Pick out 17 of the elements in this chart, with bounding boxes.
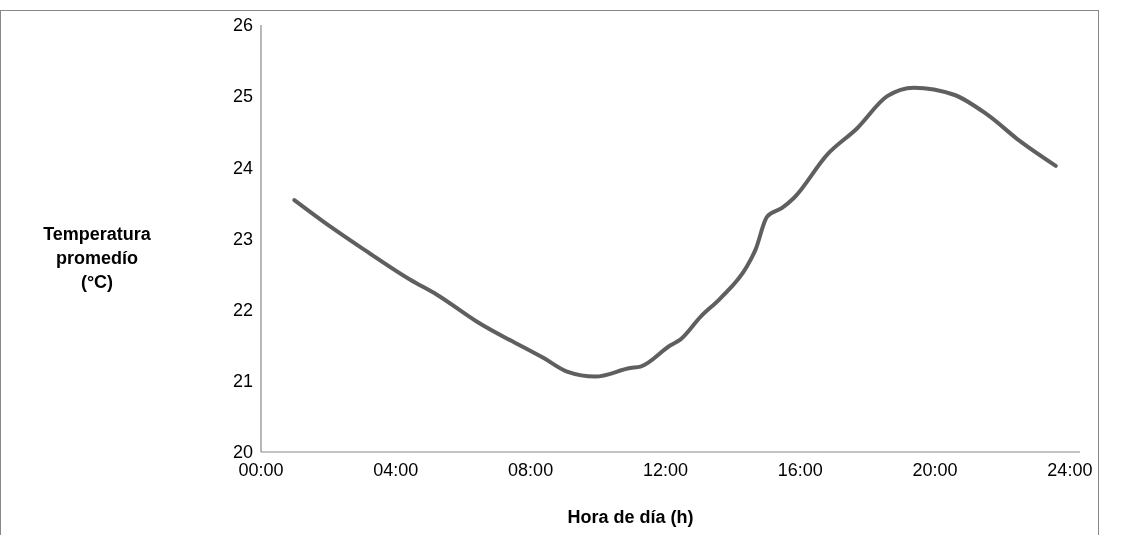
y-tick-label: 25	[232, 86, 253, 107]
x-tick-label: 24:00	[1047, 460, 1093, 480]
x-tick-label: 20:00	[912, 460, 958, 480]
y-tick-label: 23	[232, 228, 253, 249]
line-series	[292, 85, 1058, 379]
x-axis-title: Hora de día (h)	[567, 507, 694, 527]
y-tick-label: 26	[232, 15, 253, 36]
y-tick-label: 21	[232, 371, 253, 392]
y-tick-label: 24	[232, 157, 253, 178]
x-tick-label: 12:00	[642, 460, 688, 480]
x-tick-label: 16:00	[777, 460, 823, 480]
y-tick-label: 20	[232, 442, 253, 463]
x-tick-label: 00:00	[238, 460, 284, 480]
x-tick-label: 04:00	[373, 460, 419, 480]
x-tick-label: 08:00	[508, 460, 554, 480]
y-tick-label: 22	[232, 299, 253, 320]
y-axis-title: Temperatura promedío (°C)	[43, 224, 152, 292]
